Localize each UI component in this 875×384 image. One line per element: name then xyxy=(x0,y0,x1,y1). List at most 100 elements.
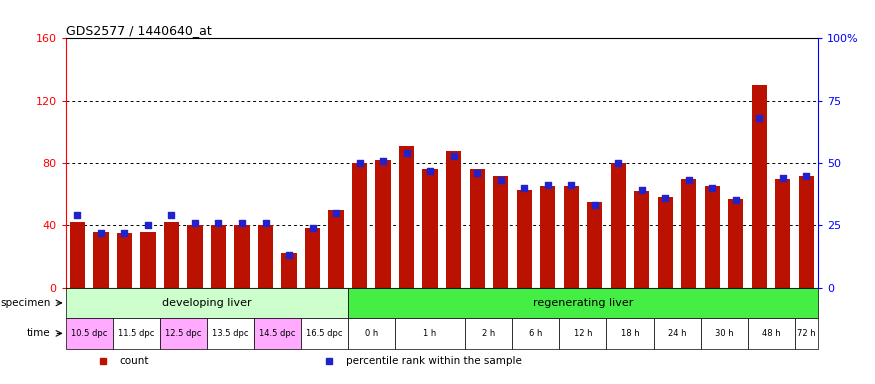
Text: developing liver: developing liver xyxy=(162,298,251,308)
Text: 24 h: 24 h xyxy=(668,329,686,338)
Bar xyxy=(799,175,814,288)
Point xyxy=(164,212,178,218)
Point xyxy=(493,177,507,184)
Point xyxy=(800,172,814,179)
Point xyxy=(588,202,602,209)
Point xyxy=(658,195,672,201)
Bar xyxy=(399,146,414,288)
Point xyxy=(446,152,460,159)
Bar xyxy=(775,179,790,288)
Text: 0 h: 0 h xyxy=(365,329,378,338)
Point xyxy=(282,252,296,258)
Bar xyxy=(66,318,113,349)
Bar xyxy=(206,318,254,349)
Text: 12.5 dpc: 12.5 dpc xyxy=(165,329,201,338)
Bar xyxy=(211,225,226,288)
Point xyxy=(424,167,438,174)
Text: 6 h: 6 h xyxy=(529,329,542,338)
Text: 10.5 dpc: 10.5 dpc xyxy=(71,329,108,338)
Point xyxy=(705,185,719,191)
Point xyxy=(212,220,226,226)
Bar xyxy=(187,225,203,288)
Bar xyxy=(328,210,344,288)
Point xyxy=(258,220,272,226)
Bar xyxy=(704,186,720,288)
Point xyxy=(94,230,108,236)
Bar xyxy=(258,225,273,288)
Bar xyxy=(587,202,602,288)
Text: 30 h: 30 h xyxy=(715,329,733,338)
Text: regenerating liver: regenerating liver xyxy=(533,298,634,308)
Point xyxy=(541,182,555,189)
Text: 1 h: 1 h xyxy=(424,329,437,338)
Bar xyxy=(794,318,818,349)
Point xyxy=(612,160,626,166)
Bar xyxy=(540,186,556,288)
Bar xyxy=(140,232,156,288)
Bar xyxy=(348,318,395,349)
Bar xyxy=(606,318,654,349)
Point xyxy=(188,220,202,226)
Bar xyxy=(681,179,696,288)
Point xyxy=(400,150,414,156)
Point xyxy=(634,187,648,194)
Text: percentile rank within the sample: percentile rank within the sample xyxy=(346,356,522,366)
Point xyxy=(376,157,390,164)
Text: specimen: specimen xyxy=(0,298,51,308)
Bar xyxy=(654,318,701,349)
Bar xyxy=(559,318,606,349)
Point xyxy=(141,222,155,228)
Bar xyxy=(160,318,206,349)
Bar xyxy=(70,222,85,288)
Bar xyxy=(728,199,744,288)
Bar xyxy=(94,232,108,288)
Bar xyxy=(66,288,348,318)
Bar xyxy=(513,318,559,349)
Text: 11.5 dpc: 11.5 dpc xyxy=(118,329,154,338)
Text: 48 h: 48 h xyxy=(762,329,780,338)
Point xyxy=(70,212,84,218)
Point xyxy=(117,230,131,236)
Bar xyxy=(352,163,367,288)
Point xyxy=(517,185,531,191)
Text: time: time xyxy=(27,328,51,338)
Text: 72 h: 72 h xyxy=(797,329,816,338)
Bar xyxy=(516,190,532,288)
Text: 13.5 dpc: 13.5 dpc xyxy=(212,329,248,338)
Point xyxy=(235,220,249,226)
Bar xyxy=(234,225,249,288)
Point xyxy=(729,197,743,204)
Bar xyxy=(634,191,649,288)
Bar xyxy=(470,169,485,288)
Text: 14.5 dpc: 14.5 dpc xyxy=(259,329,296,338)
Bar xyxy=(116,233,132,288)
Bar xyxy=(375,160,391,288)
Bar xyxy=(395,318,466,349)
Bar xyxy=(446,151,461,288)
Bar xyxy=(701,318,747,349)
Point xyxy=(564,182,578,189)
Point xyxy=(305,225,319,231)
Point xyxy=(776,175,790,181)
Text: GDS2577 / 1440640_at: GDS2577 / 1440640_at xyxy=(66,24,212,37)
Text: count: count xyxy=(120,356,150,366)
Bar xyxy=(301,318,348,349)
Text: 12 h: 12 h xyxy=(574,329,592,338)
Bar xyxy=(304,228,320,288)
Bar xyxy=(493,175,508,288)
Point xyxy=(682,177,696,184)
Point xyxy=(470,170,484,176)
Bar xyxy=(747,318,794,349)
Bar xyxy=(752,85,767,288)
Bar xyxy=(164,222,179,288)
Bar xyxy=(658,197,673,288)
Bar xyxy=(423,169,438,288)
Bar xyxy=(466,318,513,349)
Bar xyxy=(282,253,297,288)
Bar xyxy=(113,318,160,349)
Bar xyxy=(564,186,579,288)
Point xyxy=(353,160,367,166)
Text: 16.5 dpc: 16.5 dpc xyxy=(306,329,342,338)
Point xyxy=(329,210,343,216)
Text: 2 h: 2 h xyxy=(482,329,495,338)
